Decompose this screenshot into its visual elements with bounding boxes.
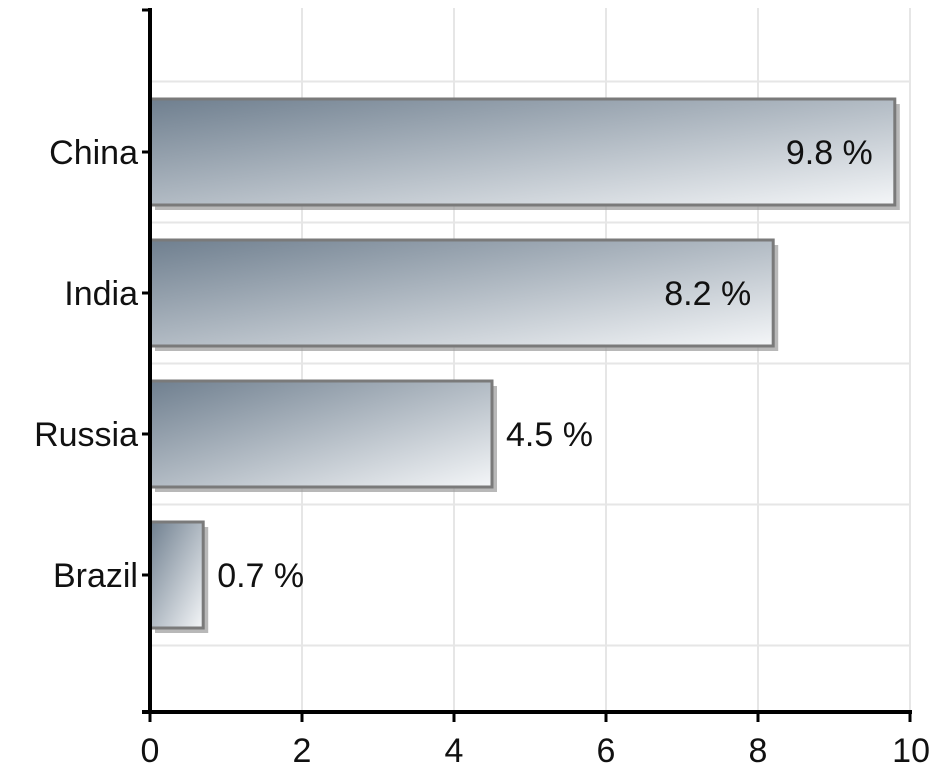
x-tick-label-10: 10 — [892, 732, 930, 770]
x-tick-label-0: 0 — [141, 732, 160, 770]
bars — [148, 97, 900, 633]
x-tick-label-2: 2 — [293, 732, 312, 770]
data-label-brazil: 0.7 % — [217, 557, 304, 595]
labels: 9.8 % China 8.2 % India 4.5 % Russia 0.7 % Braz… — [34, 134, 930, 770]
category-label-china: China — [49, 134, 138, 172]
axes — [142, 8, 912, 722]
bar-russia — [148, 379, 494, 489]
bar-brazil — [148, 520, 205, 630]
x-tick-label-4: 4 — [445, 732, 464, 770]
category-label-india: India — [64, 275, 138, 313]
data-label-russia: 4.5 % — [506, 416, 593, 454]
data-label-china: 9.8 % — [786, 134, 873, 172]
data-label-india: 8.2 % — [664, 275, 751, 313]
bar-china — [148, 97, 897, 207]
category-label-russia: Russia — [34, 416, 138, 454]
x-tick-label-8: 8 — [749, 732, 768, 770]
x-tick-label-6: 6 — [597, 732, 616, 770]
category-label-brazil: Brazil — [53, 557, 138, 595]
